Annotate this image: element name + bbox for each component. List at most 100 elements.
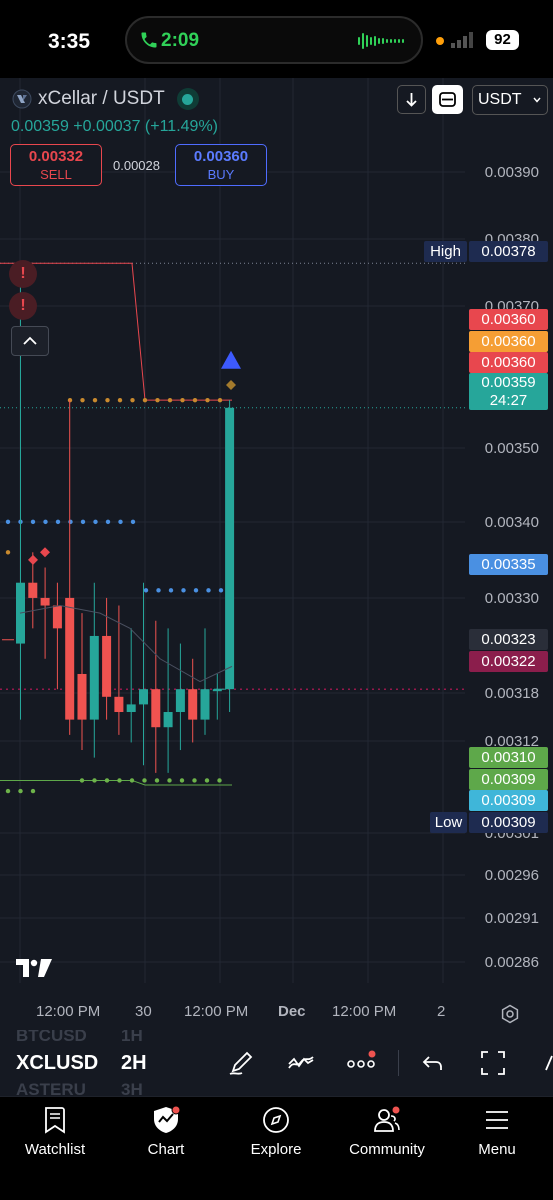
indicator-dot [218, 588, 224, 593]
audio-wave-icon [358, 33, 404, 49]
band-line-lower [0, 779, 232, 786]
indicator-dot [18, 788, 23, 794]
auto-fit-button[interactable] [432, 85, 463, 114]
candle-body [225, 407, 235, 690]
indicator-dot [217, 778, 222, 783]
band-line-upper [0, 262, 232, 401]
tab-watchlist[interactable]: Watchlist [5, 1105, 105, 1158]
tab-community[interactable]: Community [337, 1105, 437, 1158]
chart-icon [154, 1105, 181, 1133]
watchlist-icon [45, 1107, 65, 1134]
time-axis-label: 12:00 PM [184, 1003, 249, 1020]
chart-settings-icon[interactable] [500, 1004, 520, 1024]
candle-body [89, 635, 99, 720]
level-price-tag: 0.00309 [469, 790, 548, 811]
indicator-dot [55, 519, 61, 525]
spread-value: 0.00028 [113, 158, 160, 173]
status-time: 3:35 [48, 30, 91, 53]
interval-picker-prev[interactable]: 1H [121, 1030, 143, 1045]
alert-marker-icon[interactable]: ! [9, 292, 37, 320]
indicator-dot [130, 519, 136, 525]
candlestick-chart[interactable] [0, 78, 553, 1030]
indicator-dot [205, 397, 210, 403]
indicator-dot [179, 778, 185, 783]
indicator-dot [117, 778, 122, 783]
price-axis-label: 0.00312 [484, 733, 539, 750]
indicator-dot [93, 519, 98, 525]
price-axis-label: 0.00296 [484, 867, 539, 884]
indicators-icon[interactable] [286, 1048, 316, 1078]
menu-icon [486, 1111, 508, 1129]
buy-label: BUY [207, 167, 235, 182]
draw-icon[interactable] [226, 1048, 256, 1078]
candle-body [114, 696, 124, 713]
scroll-to-latest-button[interactable] [397, 85, 426, 114]
dynamic-island[interactable]: 2:09 [125, 16, 423, 64]
undo-icon[interactable] [418, 1048, 448, 1078]
high-price-tag: 0.00378 [469, 241, 548, 262]
indicator-dot [142, 397, 148, 403]
signal-diamond [226, 379, 236, 390]
chevron-up-icon [23, 336, 37, 345]
indicator-dot [167, 397, 173, 403]
symbol-header[interactable]: xCellar / USDT [12, 88, 199, 110]
candle-body [126, 704, 136, 713]
indicator-dot [130, 397, 135, 403]
indicator-dot [206, 588, 211, 593]
symbol-picker[interactable]: XCLUSD [16, 1052, 99, 1074]
price-change-line: 0.00359 +0.00037 (+11.49%) [11, 118, 218, 136]
sell-price-tag: 0.00360 [469, 309, 548, 330]
current-price: 0.00359 [481, 374, 536, 391]
market-open-icon [176, 88, 199, 110]
moving-average-line [19, 605, 233, 683]
candle-body [188, 689, 198, 720]
tab-label: Menu [478, 1141, 516, 1158]
call-duration: 2:09 [161, 30, 200, 51]
indicator-dot [118, 519, 123, 525]
level-price-tag: 0.00310 [469, 747, 548, 768]
currency-select[interactable]: USDT [472, 85, 548, 115]
price-axis-label: 0.00340 [484, 514, 539, 531]
indicator-dot [181, 588, 186, 593]
fullscreen-icon[interactable] [478, 1048, 508, 1078]
symbol-name[interactable]: xCellar / USDT [38, 88, 165, 109]
collapse-legend-button[interactable] [11, 326, 49, 356]
level-price-tag: 0.00309 [469, 769, 548, 790]
interval-picker-next[interactable]: 3H [121, 1080, 143, 1096]
symbol-picker-prev[interactable]: BTCUSD [16, 1030, 87, 1045]
tab-explore[interactable]: Explore [226, 1105, 326, 1158]
status-bar: 3:35 2:09 92 [0, 0, 553, 78]
scroll-more-icon[interactable] [538, 1048, 553, 1078]
indicator-dot [92, 778, 97, 783]
low-price-tag: 0.00309 [469, 812, 548, 833]
sell-button[interactable]: 0.00332 SELL [10, 144, 102, 186]
indicator-dot [92, 397, 98, 403]
symbol-picker-next[interactable]: ASTERU [16, 1080, 86, 1096]
price-change: +0.00037 (+11.49%) [73, 118, 218, 135]
buy-button[interactable]: 0.00360 BUY [175, 144, 267, 186]
buy-price: 0.00360 [193, 148, 249, 165]
price-axis-label: 0.00390 [484, 164, 539, 181]
tab-label: Community [349, 1141, 425, 1158]
indicator-price-tag: 0.00360 [469, 352, 548, 373]
tradingview-logo-icon [16, 959, 52, 977]
candle-body [52, 605, 62, 629]
buy-signal-triangle [221, 350, 241, 369]
chevron-down-icon [533, 97, 541, 103]
tab-bar: Watchlist Chart Explore Community Menu [0, 1096, 553, 1200]
interval-picker[interactable]: 2H [121, 1052, 147, 1074]
chart-area[interactable]: xCellar / USDT 0.00359 +0.00037 (+11.49%… [0, 78, 553, 1030]
tab-menu[interactable]: Menu [447, 1105, 547, 1158]
indicator-dot [192, 397, 198, 403]
candle-body [151, 689, 161, 728]
candle-body [200, 689, 210, 720]
price-axis-label: 0.00291 [484, 910, 539, 927]
more-icon[interactable] [346, 1048, 376, 1078]
indicator-dot [167, 778, 172, 783]
tab-chart[interactable]: Chart [116, 1105, 216, 1158]
alert-marker-icon[interactable]: ! [9, 260, 37, 288]
chart-toolbar: BTCUSD ASTERU 1H 3H XCLUSD 2H [0, 1030, 553, 1096]
fit-screen-icon [439, 92, 456, 107]
compass-icon [263, 1107, 289, 1133]
candle-body [65, 597, 75, 720]
